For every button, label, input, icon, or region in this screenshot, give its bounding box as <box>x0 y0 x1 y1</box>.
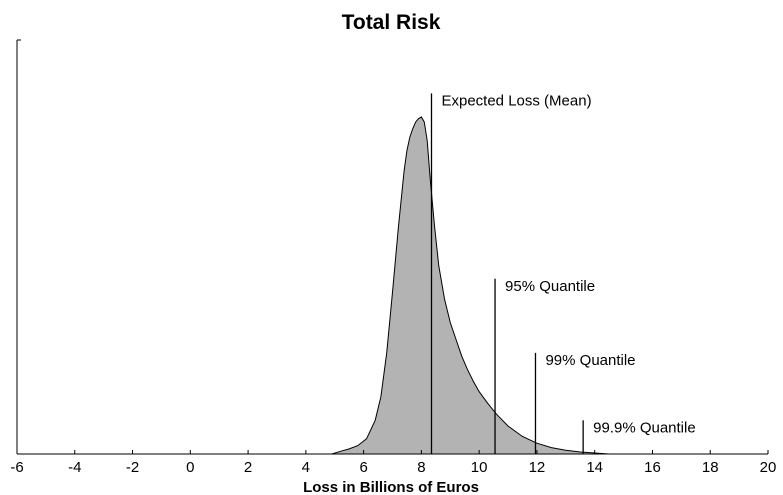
x-axis-label: Loss in Billions of Euros <box>303 479 479 495</box>
x-tick-label-16: 16 <box>644 459 661 476</box>
annotation-label-1: Expected Loss (Mean) <box>441 92 591 109</box>
x-tick-label-2: 2 <box>244 459 252 476</box>
x-tick-label-14: 14 <box>586 459 603 476</box>
x-tick-label-20: 20 <box>760 459 777 476</box>
x-tick-label-8: 8 <box>417 459 425 476</box>
x-tick-label-6: 6 <box>359 459 367 476</box>
x-tick-label-10: 10 <box>471 459 488 476</box>
x-tick-label--6: -6 <box>10 459 23 476</box>
x-tick-label-0: 0 <box>186 459 194 476</box>
annotation-label-3: 99% Quantile <box>545 352 635 369</box>
chart-title: Total Risk <box>342 11 441 34</box>
x-tick-label--2: -2 <box>126 459 139 476</box>
annotation-label-4: 99.9% Quantile <box>593 419 696 436</box>
annotation-label-2: 95% Quantile <box>505 278 595 295</box>
x-tick-label--4: -4 <box>68 459 81 476</box>
x-tick-label-18: 18 <box>702 459 719 476</box>
x-tick-label-12: 12 <box>529 459 546 476</box>
plot-area: -6 -4 -2 0 2 4 6 8 10 12 14 16 18 20 Expected Loss (Me… <box>10 40 776 476</box>
x-tick-label-4: 4 <box>302 459 310 476</box>
